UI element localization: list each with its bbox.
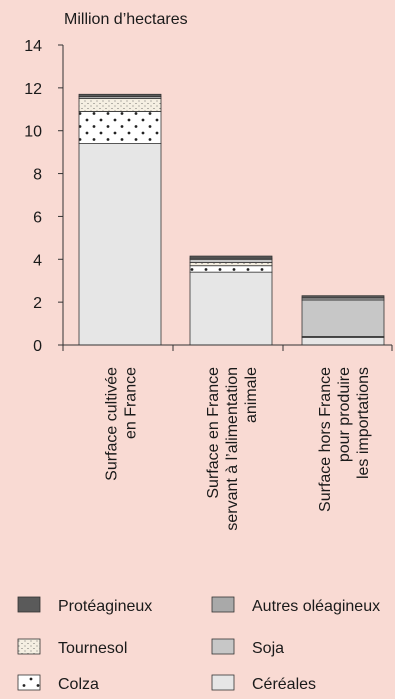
bar-segment-proteagineux (189, 255, 273, 259)
x-category-label-line: les importations (355, 367, 372, 479)
legend-label: Tournesol (58, 640, 127, 657)
legend: Protéagineux Autres oléagineux Tournesol So… (17, 596, 380, 693)
legend-item-tournesol: Tournesol (17, 638, 127, 657)
bar-segment-proteagineux (78, 93, 162, 97)
x-category-label-line: Surface cultivée (104, 367, 121, 481)
legend-label: Céréales (252, 676, 316, 693)
bar-segment-tournesol (189, 262, 273, 267)
legend-item-colza: Colza (17, 674, 99, 693)
bar-segment-tournesol (78, 98, 162, 112)
legend-label: Protéagineux (58, 598, 152, 615)
y-tick-label: 8 (33, 167, 42, 184)
x-axis: Surface cultivée en France Surface en Fran… (62, 344, 393, 531)
bar-segment-cereales (78, 143, 162, 346)
y-tick-label: 0 (33, 338, 42, 355)
legend-label: Soja (252, 640, 284, 657)
x-category-label-line: servant à l’alimentation (224, 367, 241, 531)
x-category-label: Surface hors France pour produire les impo… (317, 367, 372, 512)
x-category-label: Surface en France servant à l’alimentatio… (205, 367, 260, 531)
legend-item-soja: Soja (211, 638, 284, 657)
y-tick-label: 6 (33, 209, 42, 226)
legend-item-autres-oleagineux: Autres oléagineux (211, 596, 380, 615)
bar-segment-proteagineux (301, 295, 385, 299)
y-axis: 0 2 4 6 8 10 12 14 (24, 38, 64, 355)
bar-segment-colza (78, 111, 162, 144)
bar-segment-cereales (189, 271, 273, 346)
legend-swatch (211, 638, 235, 655)
legend-label: Colza (58, 676, 99, 693)
legend-swatch (17, 596, 41, 613)
legend-swatch (211, 674, 235, 691)
y-tick-label: 2 (33, 295, 42, 312)
x-category-label-line: Surface en France (205, 367, 222, 499)
x-category-label-line: en France (123, 367, 140, 439)
bar-segment-colza (189, 265, 273, 273)
legend-item-cereales: Céréales (211, 674, 316, 693)
x-category-label-line: pour produire (336, 367, 353, 462)
y-tick-label: 12 (24, 81, 42, 98)
y-axis-title: Million d’hectares (64, 11, 188, 28)
x-category-label-line: animale (243, 367, 260, 423)
legend-swatch (211, 596, 235, 613)
y-tick-label: 14 (24, 38, 42, 55)
legend-swatch (17, 638, 41, 655)
legend-swatch (17, 674, 41, 691)
legend-item-proteagineux: Protéagineux (17, 596, 152, 615)
x-category-label: Surface cultivée en France (104, 367, 140, 481)
bar-segment-cereales (301, 337, 385, 346)
x-category-label-line: Surface hors France (317, 367, 334, 512)
bars (78, 93, 385, 346)
bar-segment-soja (189, 258, 273, 263)
legend-label: Autres oléagineux (252, 598, 380, 615)
y-tick-label: 10 (24, 124, 42, 141)
bar-segment-soja (301, 299, 385, 337)
y-tick-label: 4 (33, 252, 42, 269)
